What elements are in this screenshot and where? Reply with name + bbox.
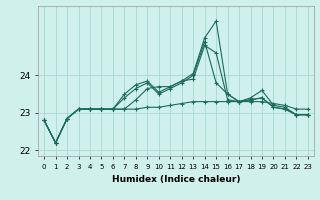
X-axis label: Humidex (Indice chaleur): Humidex (Indice chaleur) bbox=[112, 175, 240, 184]
